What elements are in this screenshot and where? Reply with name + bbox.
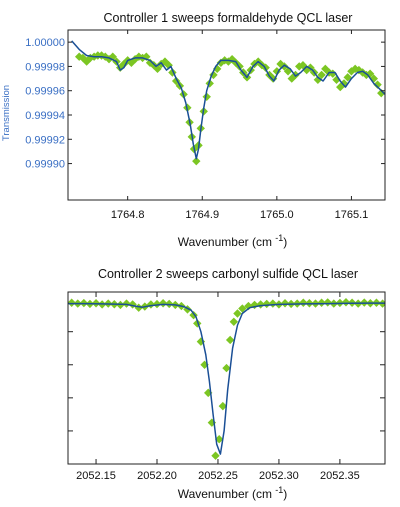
x-tick-label: 1764.9: [185, 209, 219, 221]
data-point: [313, 75, 323, 84]
data-point: [268, 74, 278, 83]
data-point: [192, 156, 201, 166]
x-axis-label: Wavenumber (cm -1): [178, 485, 288, 501]
x-tick-label: 1764.8: [111, 209, 145, 221]
data-point: [317, 298, 326, 307]
fit-line: [68, 302, 385, 455]
data-point: [229, 317, 239, 326]
chart-title: Controller 2 sweeps carbonyl sulfide QCL…: [98, 267, 358, 281]
x-tick-label: 2052.20: [137, 470, 177, 482]
x-tick-label: 2052.30: [259, 470, 299, 482]
data-point: [369, 74, 379, 83]
chart-carbonyl-sulfide: Controller 2 sweeps carbonyl sulfide QCL…: [67, 267, 386, 501]
x-tick-label: 1765.1: [335, 209, 369, 221]
x-tick-label: 1765.0: [260, 209, 294, 221]
y-tick-label: 0.99996: [25, 86, 65, 98]
x-axis-label-superscript: -1: [275, 233, 283, 243]
x-axis-label-end: ): [283, 487, 287, 501]
y-axis-label: Transmission: [1, 85, 12, 141]
data-point: [193, 319, 202, 328]
data-point: [225, 335, 235, 345]
data-point: [238, 304, 247, 313]
y-tick-label: 0.99990: [25, 159, 65, 171]
plot-area: [71, 40, 385, 166]
data-point: [299, 298, 308, 307]
data-point: [233, 309, 242, 318]
fit-line: [71, 40, 385, 160]
data-point: [183, 305, 192, 314]
x-axis-label-superscript: -1: [275, 485, 283, 495]
chart-title: Controller 1 sweeps formaldehyde QCL las…: [104, 11, 353, 25]
data-point: [104, 54, 114, 64]
data-point: [280, 299, 290, 308]
chart-formaldehyde: Controller 1 sweeps formaldehyde QCL las…: [1, 11, 386, 249]
data-point: [145, 58, 155, 67]
data-point: [317, 70, 326, 80]
data-point: [122, 299, 131, 308]
data-point: [343, 73, 352, 82]
data-point: [272, 67, 282, 76]
data-point: [97, 51, 106, 60]
data-point: [227, 54, 237, 64]
data-point: [82, 57, 91, 66]
x-axis-label: Wavenumber (cm -1): [178, 233, 288, 249]
data-point: [350, 64, 360, 74]
data-point: [134, 52, 144, 61]
x-axis-label-end: ): [283, 235, 287, 249]
data-point: [119, 59, 129, 69]
data-point: [323, 298, 332, 307]
data-point: [128, 300, 137, 309]
y-tick-label: 0.99998: [25, 61, 65, 73]
data-point: [216, 58, 226, 67]
plot-frame: [67, 291, 386, 465]
data-point: [116, 63, 125, 72]
data-point: [222, 363, 231, 373]
x-tick-label: 2052.35: [320, 470, 360, 482]
data-point: [211, 451, 220, 460]
data-point: [341, 298, 351, 307]
x-tick-label: 2052.25: [198, 470, 238, 482]
data-point: [74, 52, 84, 61]
data-point: [321, 64, 330, 74]
data-point: [373, 80, 382, 89]
data-point: [224, 57, 233, 66]
plot-area: [68, 298, 385, 460]
y-tick-label: 1.00000: [25, 37, 65, 49]
x-axis-label-text: Wavenumber (cm: [178, 487, 276, 501]
data-point: [328, 69, 337, 78]
x-tick-label: 2052.15: [76, 470, 116, 482]
data-point: [108, 52, 117, 61]
y-tick-label: 0.99994: [25, 110, 65, 122]
data-point: [280, 62, 289, 71]
data-point: [68, 298, 76, 307]
x-axis-label-text: Wavenumber (cm: [178, 235, 276, 249]
data-point: [152, 299, 162, 309]
y-tick-label: 0.99992: [25, 134, 65, 146]
data-point: [78, 53, 88, 63]
data-point: [218, 401, 228, 411]
